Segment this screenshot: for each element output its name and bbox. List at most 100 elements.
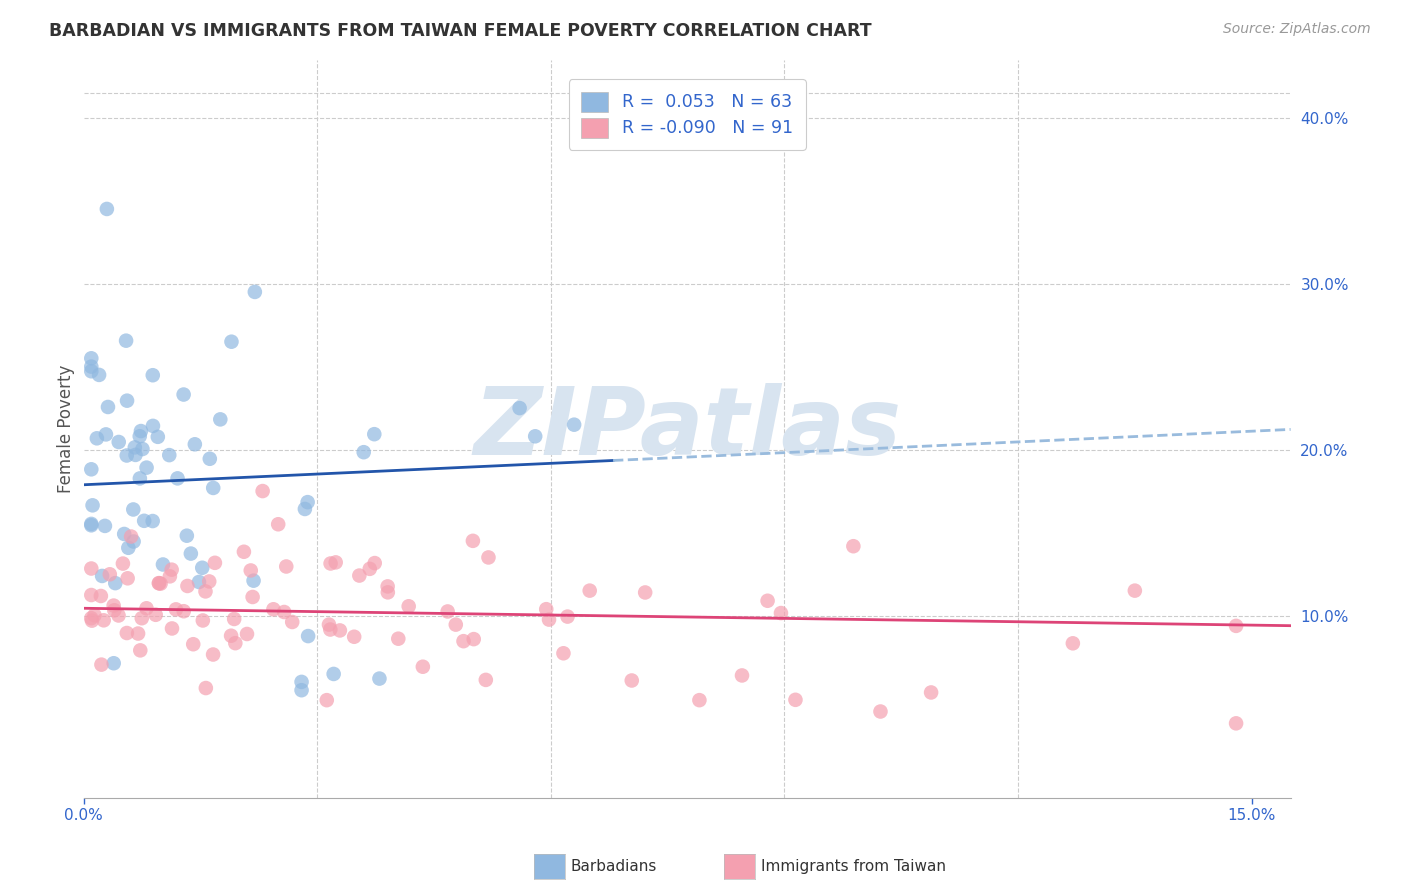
Point [553,646,575,660]
Point [349,568,371,582]
Point [86,431,108,445]
Point [142,418,165,433]
Point [364,556,387,570]
Point [562,417,585,432]
Point [115,334,138,348]
Point [160,563,183,577]
Point [112,527,135,541]
Point [475,673,498,687]
Point [173,604,195,618]
Point [188,574,211,589]
Point [122,534,145,549]
Point [242,574,264,588]
Point [173,387,195,401]
Point [80,588,103,602]
Point [281,615,304,629]
Point [842,539,865,553]
Point [94,519,117,533]
Point [224,612,246,626]
Point [273,605,295,619]
Point [319,623,342,637]
Point [634,585,657,599]
Point [785,693,807,707]
Point [83,608,105,623]
Point [107,435,129,450]
Text: ZIPatlas: ZIPatlas [472,383,901,475]
Text: Barbadians: Barbadians [571,859,657,873]
Point [536,602,558,616]
Text: Immigrants from Taiwan: Immigrants from Taiwan [761,859,946,873]
Point [315,693,337,707]
Point [82,499,104,513]
Point [142,368,165,383]
Point [1225,716,1247,731]
Point [80,351,103,366]
Point [104,576,127,591]
Point [620,673,643,688]
Point [477,550,499,565]
Point [148,576,170,591]
Point [731,668,754,682]
Point [524,429,547,443]
Point [128,429,150,443]
Point [152,558,174,572]
Point [756,593,779,607]
Point [103,657,125,671]
Point [368,672,391,686]
Point [343,630,366,644]
Point [80,516,103,531]
Point [146,430,169,444]
Point [87,368,110,382]
Point [115,449,138,463]
Point [176,529,198,543]
Point [1062,636,1084,650]
Point [184,437,207,451]
Point [276,559,298,574]
Point [80,462,103,476]
Point [463,632,485,647]
Point [377,579,399,593]
Point [194,681,217,695]
Point [134,514,156,528]
Point [91,569,114,583]
Point [191,614,214,628]
Point [537,613,560,627]
Point [297,495,319,509]
Point [80,359,103,374]
Point [80,518,103,533]
Y-axis label: Female Poverty: Female Poverty [58,365,75,493]
Point [111,557,134,571]
Point [461,533,484,548]
Point [688,693,710,707]
Point [94,427,117,442]
Point [128,471,150,485]
Point [103,603,125,617]
Point [107,608,129,623]
Point [412,659,434,673]
Point [198,574,221,589]
Point [90,589,112,603]
Point [96,202,118,216]
Point [325,555,347,569]
Point [129,424,152,438]
Point [180,547,202,561]
Point [578,583,600,598]
Point [194,584,217,599]
Point [221,334,243,349]
Point [318,617,340,632]
Point [297,629,319,643]
Point [1225,619,1247,633]
Point [131,442,153,456]
Point [453,634,475,648]
Point [290,674,312,689]
Point [115,393,138,408]
Point [176,579,198,593]
Point [224,636,246,650]
Point [124,448,146,462]
Point [131,611,153,625]
Point [135,601,157,615]
Point [398,599,420,614]
Point [157,448,180,462]
Point [329,624,352,638]
Point [124,441,146,455]
